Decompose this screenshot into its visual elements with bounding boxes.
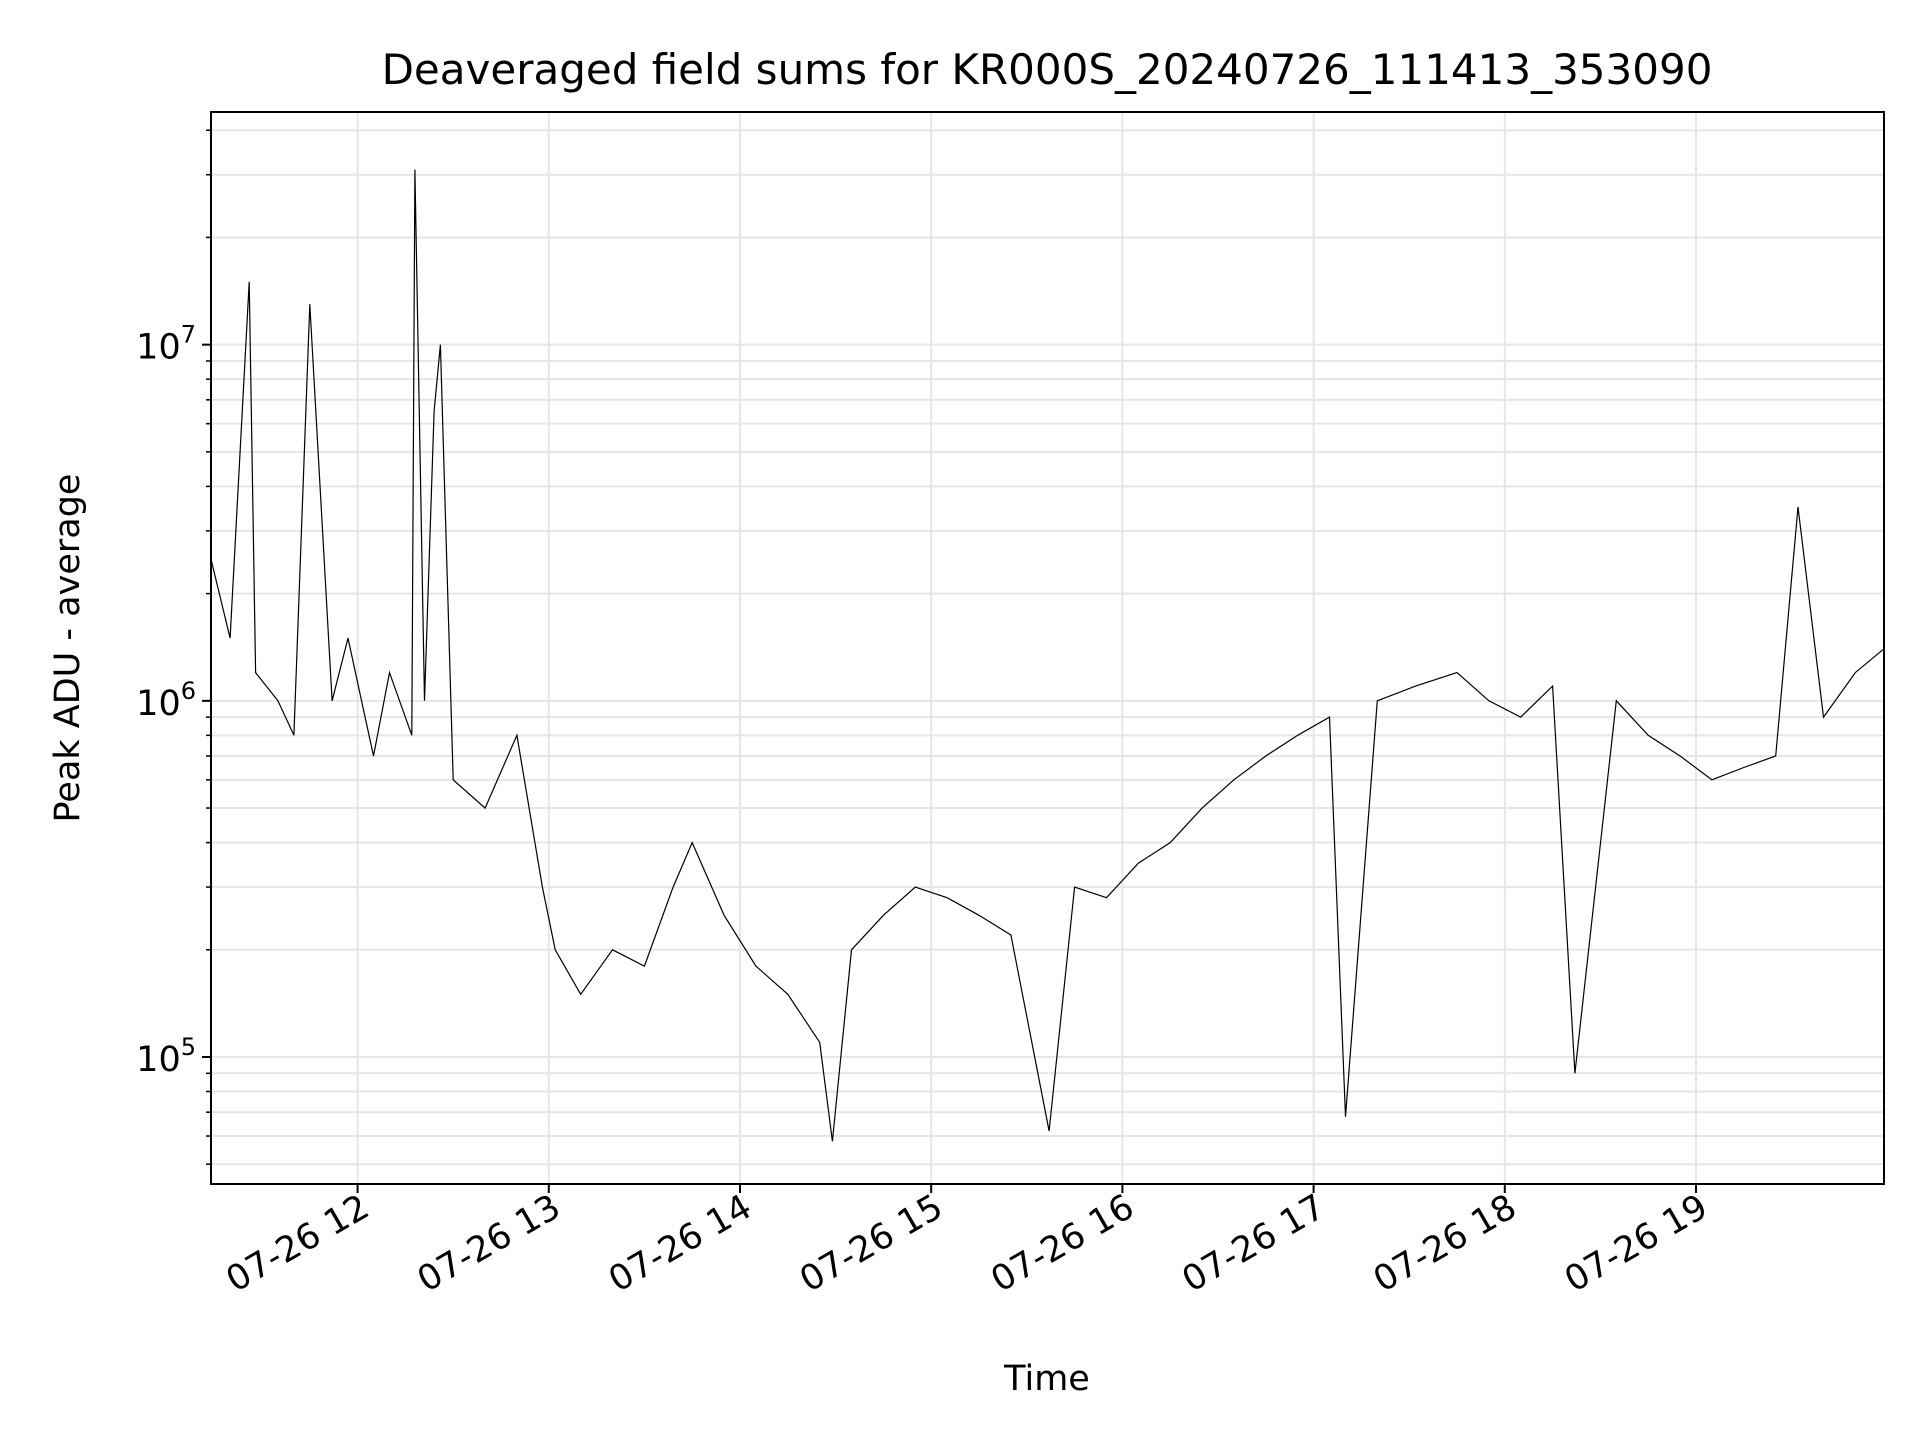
y-tick-exponent: 5 (181, 1033, 196, 1061)
series-line (210, 169, 1885, 1142)
y-tick-label: 106 (136, 677, 196, 724)
y-tick-exponent: 6 (181, 677, 196, 705)
y-tick-base: 10 (136, 328, 181, 368)
plot-frame (210, 111, 1885, 1185)
y-tick-base: 10 (136, 1040, 181, 1080)
x-axis-label: Time (1003, 1359, 1090, 1399)
data-series (210, 169, 1885, 1142)
y-tick-label: 105 (136, 1033, 196, 1080)
y-tick-label: 107 (136, 321, 196, 368)
grid-lines (211, 112, 1884, 1184)
y-tick-base: 10 (136, 684, 181, 724)
chart-title: Deaveraged field sums for KR000S_2024072… (382, 45, 1713, 94)
y-tick-exponent: 7 (181, 321, 196, 349)
y-axis-label: Peak ADU - average (48, 474, 88, 823)
